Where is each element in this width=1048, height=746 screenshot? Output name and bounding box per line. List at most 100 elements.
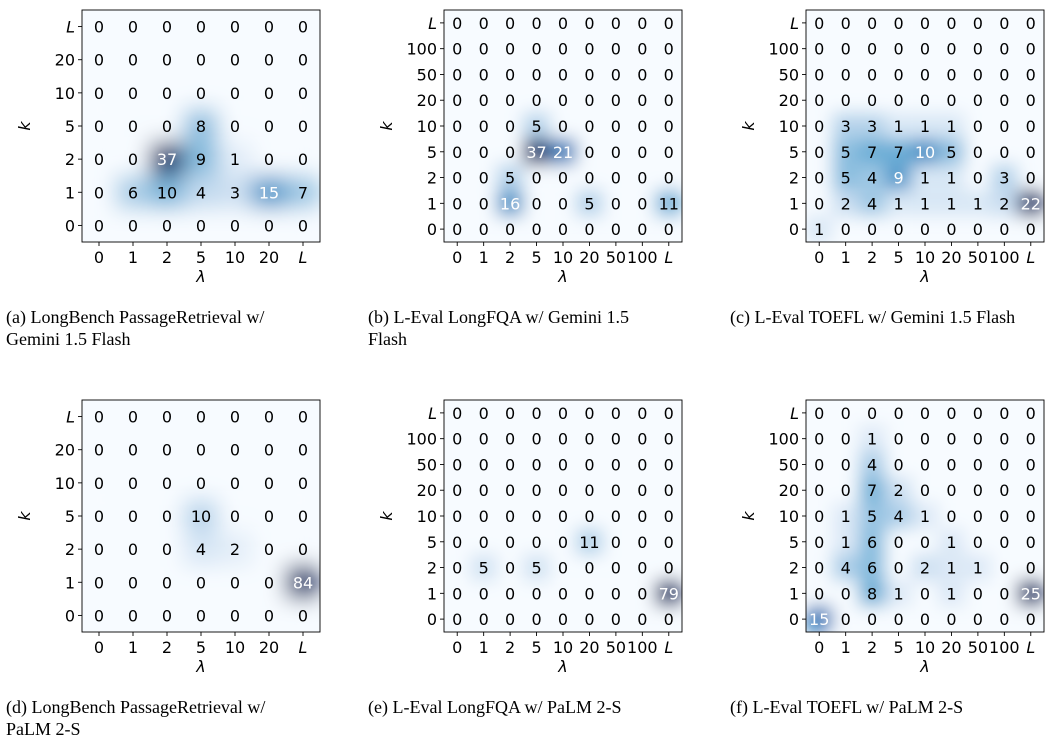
heatmap-cell [832, 216, 859, 242]
cell-value-label: 0 [162, 507, 172, 526]
cell-value-label: 0 [814, 533, 824, 552]
heatmap-cell [991, 190, 1018, 217]
cell-value-label: 0 [920, 91, 930, 110]
heatmap-cell [1017, 425, 1044, 452]
heatmap-cell [496, 554, 524, 581]
cell-value-label: 0 [531, 481, 541, 500]
heatmap-cell [496, 425, 524, 452]
heatmap-cell [832, 87, 859, 114]
heatmap-cell [602, 400, 630, 426]
cell-value-label: 0 [230, 18, 240, 37]
cell-value-label: 0 [920, 404, 930, 423]
heatmap-cell [549, 35, 577, 62]
heatmap-cell [1017, 528, 1044, 555]
heatmap-cell [286, 400, 320, 434]
y-tick-label: 2 [427, 559, 437, 578]
heatmap-cell [629, 580, 656, 607]
cell-value-label: 3 [841, 117, 851, 136]
heatmap-cell [184, 43, 218, 77]
cell-value-label: 0 [558, 610, 568, 629]
heatmap-cell [806, 503, 833, 529]
cell-value-label: 0 [298, 150, 308, 169]
heatmap-cell [832, 164, 859, 191]
heatmap-cell [286, 532, 320, 566]
heatmap-cell [549, 554, 577, 581]
heatmap-cell [184, 76, 218, 110]
heatmap-cell [964, 87, 992, 114]
heatmap-cell [150, 433, 184, 467]
heatmap-cell [602, 528, 630, 555]
heatmap-cell [444, 216, 471, 242]
heatmap-cell [286, 109, 320, 143]
heatmap-cell [82, 142, 116, 176]
heatmap-cell [911, 61, 939, 88]
cell-value-label: 6 [867, 559, 877, 578]
cell-value-label: 0 [479, 584, 489, 603]
heatmap-cell [444, 61, 471, 88]
heatmap-cell [470, 503, 497, 529]
cell-value-label: 0 [94, 216, 104, 235]
cell-value-label: 2 [920, 559, 930, 578]
x-tick-label: 10 [553, 638, 573, 657]
cell-value-label: 3 [230, 183, 240, 202]
heatmap-cell [655, 528, 682, 555]
x-tick-label: 100 [627, 638, 658, 657]
x-tick-label: 0 [452, 248, 462, 267]
heatmap-cell [116, 43, 150, 77]
heatmap-cell [116, 10, 150, 44]
cell-value-label: 0 [814, 404, 824, 423]
caption-a: (a) LongBench PassageRetrieval w/ Gemini… [6, 307, 265, 349]
cell-value-label: 0 [893, 610, 903, 629]
heatmap-cell [806, 113, 833, 139]
cell-value-label: 79 [659, 584, 679, 603]
heatmap-cell [858, 451, 886, 478]
heatmap-cell [496, 10, 524, 36]
heatmap-cell [523, 10, 550, 36]
cell-value-label: 0 [505, 455, 515, 474]
heatmap-cell [576, 528, 603, 555]
heatmap-cell [576, 87, 603, 114]
heatmap-cell [252, 109, 286, 143]
heatmap-cell [885, 425, 912, 452]
cell-value-label: 0 [505, 404, 515, 423]
x-tick-label: 2 [505, 638, 515, 657]
cell-value-label: 0 [920, 40, 930, 59]
cell-value-label: 0 [664, 169, 674, 188]
cell-value-label: 4 [893, 507, 903, 526]
cell-value-label: 0 [814, 455, 824, 474]
heatmap-cell [832, 528, 859, 555]
cell-value-label: 10 [191, 507, 211, 526]
heatmap-cell [82, 10, 116, 44]
y-tick-label: 50 [417, 65, 437, 84]
y-tick-label: 5 [789, 533, 799, 552]
cell-value-label: 0 [946, 220, 956, 239]
cell-value-label: 0 [611, 117, 621, 136]
heatmap-cell [629, 606, 656, 632]
cell-value-label: 0 [162, 51, 172, 70]
cell-value-label: 0 [893, 14, 903, 33]
cell-value-label: 0 [479, 40, 489, 59]
x-tick-label: 0 [814, 638, 824, 657]
cell-value-label: 0 [531, 610, 541, 629]
cell-value-label: 0 [611, 143, 621, 162]
cell-value-label: 0 [505, 430, 515, 449]
cell-value-label: 0 [94, 573, 104, 592]
cell-value-label: 0 [452, 430, 462, 449]
heatmap-cell [444, 451, 471, 478]
heatmap-cell [602, 190, 630, 217]
heatmap-cell [252, 10, 286, 44]
heatmap-cell [444, 580, 471, 607]
cell-value-label: 0 [196, 84, 206, 103]
cell-value-label: 0 [973, 481, 983, 500]
heatmap-cell [858, 138, 886, 165]
y-tick-label: 1 [427, 584, 437, 603]
cell-value-label: 0 [893, 40, 903, 59]
x-tick-label: 1 [479, 248, 489, 267]
cell-value-label: 0 [584, 14, 594, 33]
cell-value-label: 0 [611, 404, 621, 423]
cell-value-label: 0 [611, 559, 621, 578]
heatmap-cell [286, 565, 320, 599]
cell-value-label: 0 [584, 220, 594, 239]
heatmap-cell [184, 208, 218, 242]
cell-value-label: 0 [505, 143, 515, 162]
